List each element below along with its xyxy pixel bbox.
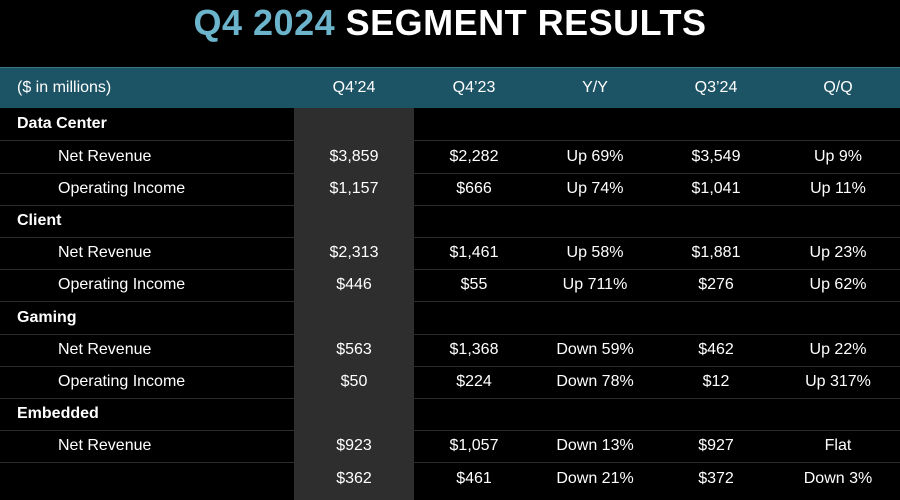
value-yy: Up 711% (562, 276, 628, 293)
value-q3-24: $3,549 (691, 148, 741, 165)
segment-row-embedded: Embedded (0, 398, 900, 431)
value-q4-23: $461 (456, 470, 492, 487)
value-yy: Down 59% (556, 341, 634, 358)
value-q4-23: $2,282 (449, 148, 499, 165)
header-qq: Q/Q (823, 79, 853, 96)
header-q4-24: Q4’24 (332, 79, 376, 96)
header-yy: Y/Y (582, 79, 608, 96)
segment-row-client: Client (0, 205, 900, 238)
row-label: Net Revenue (58, 244, 152, 261)
row-label: Operating Income (58, 180, 186, 197)
value-q4-23: $1,057 (449, 437, 499, 454)
table-row: $362 $461 Down 21% $372 Down 3% (0, 463, 900, 495)
value-yy: Down 13% (556, 437, 634, 454)
value-q4-23: $224 (456, 373, 492, 390)
value-q4-24: $3,859 (329, 148, 379, 165)
value-yy: Down 78% (556, 373, 634, 390)
value-yy: Up 69% (566, 148, 624, 165)
segment-row-data-center: Data Center (0, 108, 900, 141)
highlighted-column-background (294, 107, 414, 500)
value-q4-24: $50 (340, 373, 368, 390)
value-qq: Up 11% (810, 180, 866, 197)
value-yy: Down 21% (556, 470, 634, 487)
value-qq: Up 9% (813, 148, 863, 165)
value-q4-24: $923 (336, 437, 372, 454)
row-label: Operating Income (58, 276, 186, 293)
segment-name: Data Center (17, 115, 107, 132)
segment-name: Gaming (17, 309, 77, 326)
header-units: ($ in millions) (17, 79, 112, 96)
segment-name: Embedded (17, 405, 99, 422)
value-yy: Up 58% (566, 244, 624, 261)
value-q3-24: $1,041 (691, 180, 741, 197)
value-q3-24: $12 (702, 373, 730, 390)
value-qq: Up 317% (805, 373, 871, 390)
value-q4-24: $563 (336, 341, 372, 358)
table-row: Net Revenue $563 $1,368 Down 59% $462 Up… (0, 334, 900, 367)
value-q4-24: $446 (336, 276, 372, 293)
table-row: Net Revenue $923 $1,057 Down 13% $927 Fl… (0, 430, 900, 463)
value-q4-23: $55 (460, 276, 488, 293)
value-qq: Flat (824, 437, 852, 454)
row-label: Operating Income (58, 373, 186, 390)
segment-name: Client (17, 212, 62, 229)
value-q4-24: $2,313 (329, 244, 379, 261)
table-header-row: ($ in millions) Q4’24 Q4’23 Y/Y Q3’24 Q/… (0, 67, 900, 108)
table-row: Operating Income $50 $224 Down 78% $12 U… (0, 366, 900, 399)
value-qq: Up 23% (809, 244, 867, 261)
value-q4-24: $362 (336, 470, 372, 487)
value-yy: Up 74% (566, 180, 624, 197)
value-q3-24: $1,881 (691, 244, 741, 261)
title-text: SEGMENT RESULTS (345, 2, 707, 43)
table-row: Operating Income $1,157 $666 Up 74% $1,0… (0, 173, 900, 206)
value-q3-24: $462 (698, 341, 734, 358)
value-qq: Up 62% (809, 276, 867, 293)
value-qq: Up 22% (809, 341, 867, 358)
row-label: Net Revenue (58, 437, 152, 454)
row-label: Net Revenue (58, 148, 152, 165)
value-q4-23: $1,461 (449, 244, 499, 261)
value-q4-23: $666 (456, 180, 492, 197)
slide-title: Q4 2024 SEGMENT RESULTS (0, 0, 900, 52)
table-row: Net Revenue $3,859 $2,282 Up 69% $3,549 … (0, 141, 900, 174)
header-q4-23: Q4’23 (452, 79, 496, 96)
header-q3-24: Q3’24 (694, 79, 738, 96)
value-q3-24: $927 (698, 437, 734, 454)
table-row: Operating Income $446 $55 Up 711% $276 U… (0, 269, 900, 302)
value-q4-24: $1,157 (329, 180, 379, 197)
value-q4-23: $1,368 (449, 341, 499, 358)
value-q3-24: $276 (698, 276, 734, 293)
table-row: Net Revenue $2,313 $1,461 Up 58% $1,881 … (0, 237, 900, 270)
segment-row-gaming: Gaming (0, 302, 900, 335)
value-q3-24: $372 (698, 470, 734, 487)
value-qq: Down 3% (803, 470, 873, 487)
row-label: Net Revenue (58, 341, 152, 358)
title-period: Q4 2024 (193, 2, 336, 43)
